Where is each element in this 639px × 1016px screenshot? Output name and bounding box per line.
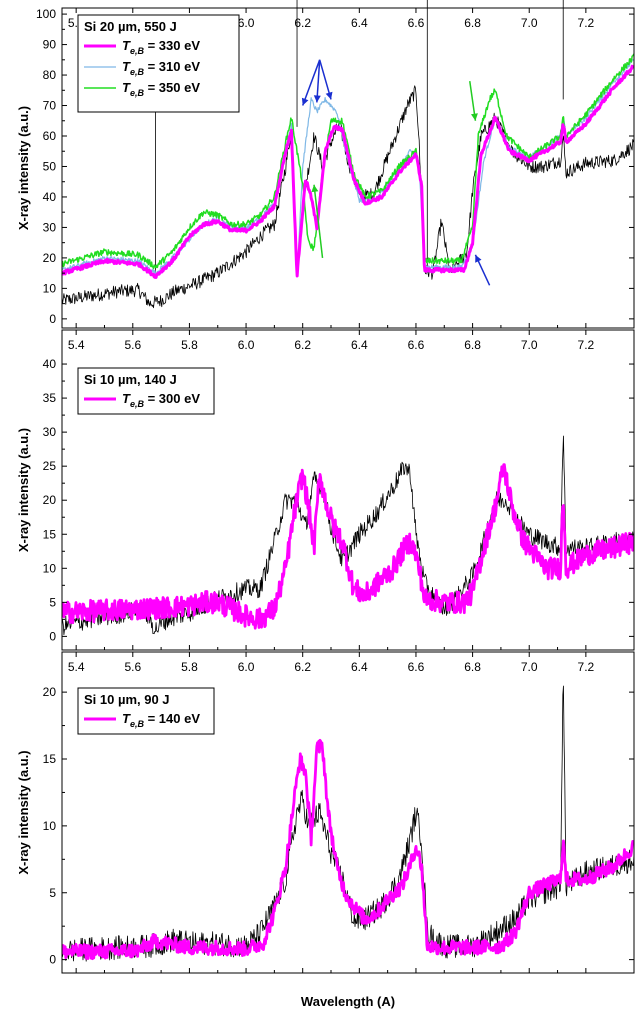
panel-2: 0 5 10 15 20 25 30 35 40 5.4 5.6 5.8 6.0 6.2 6.4 6.6 6.8… — [16, 329, 635, 651]
data-layer — [62, 435, 634, 636]
x-tick-label: 6.6 — [408, 660, 425, 674]
y-tick-label: 5 — [49, 595, 56, 609]
model-series — [62, 738, 634, 961]
y-axis-title: X-ray intensity (a.u.) — [16, 750, 31, 874]
x-tick-label: 7.0 — [521, 660, 538, 674]
experiment-series — [62, 435, 634, 636]
x-tick-label: 5.4 — [68, 338, 85, 352]
legend-box — [77, 367, 215, 415]
y-tick-label: 0 — [49, 629, 56, 643]
y-tick-label: 80 — [43, 68, 57, 82]
y-tick-label: 15 — [43, 527, 57, 541]
legend-entry: Te,B = 300 eV — [122, 391, 200, 409]
panels-layer: HeβLyαHeαKα01020304050607080901005.45.65… — [16, 0, 635, 974]
y-tick-label: 10 — [43, 281, 57, 295]
y-tick-label: 20 — [43, 685, 57, 699]
y-tick-label: 25 — [43, 459, 57, 473]
x-tick-label: 6.6 — [408, 338, 425, 352]
legend-entry: Te,B = 350 eV — [122, 80, 200, 98]
model-series — [62, 53, 634, 270]
legend-box — [77, 14, 240, 113]
panel-1: HeβLyαHeαKα01020304050607080901005.45.65… — [16, 0, 635, 329]
y-tick-label: 100 — [36, 7, 56, 21]
x-tick-label: 5.8 — [181, 338, 198, 352]
data-layer — [62, 53, 634, 309]
x-tick-label: 5.4 — [68, 660, 85, 674]
y-tick-label: 10 — [43, 819, 57, 833]
y-tick-label: 70 — [43, 99, 57, 113]
arrow-head — [475, 254, 482, 263]
data-layer — [62, 685, 634, 962]
plot-frame — [61, 329, 635, 651]
x-tick-label: 6.8 — [464, 16, 481, 30]
x-tick-label: 6.8 — [464, 338, 481, 352]
x-tick-label: 6.4 — [351, 16, 368, 30]
x-tick-label: 6.2 — [294, 338, 311, 352]
x-tick-label: 6.8 — [464, 660, 481, 674]
x-tick-label: 5.8 — [181, 660, 198, 674]
x-axis-title: Wavelength (A) — [301, 994, 395, 1009]
panel-3: 0 5 10 15 20 5.4 5.6 5.8 6.0 6.2 6.4 6.6 6.8 7.0 7.2 X-… — [16, 651, 635, 974]
x-tick-label: 7.2 — [578, 16, 595, 30]
legend-title: Si 10 µm, 90 J — [84, 692, 170, 707]
legend-title: Si 20 µm, 550 J — [84, 19, 177, 34]
y-tick-label: 40 — [43, 190, 57, 204]
annotation-arrow — [313, 184, 324, 258]
y-tick-label: 0 — [49, 953, 56, 967]
x-tick-label: 7.2 — [578, 660, 595, 674]
x-tick-label: 6.6 — [408, 16, 425, 30]
y-tick-label: 35 — [43, 391, 57, 405]
legend-box — [77, 687, 215, 735]
y-tick-label: 40 — [43, 357, 57, 371]
y-tick-label: 90 — [43, 38, 57, 52]
legend: Si 10 µm, 90 J Te,B = 140 eV — [77, 687, 215, 735]
legend-entry: Te,B = 310 eV — [122, 59, 200, 77]
legend: Si 20 µm, 550 J Te,B = 330 eV Te,B = 310 e… — [77, 14, 240, 113]
legend: Si 10 µm, 140 J Te,B = 300 eV — [77, 367, 215, 415]
x-tick-label: 7.2 — [578, 338, 595, 352]
legend-entry: Te,B = 330 eV — [122, 38, 200, 56]
experiment-series — [62, 85, 634, 309]
y-tick-label: 30 — [43, 220, 57, 234]
arrow-head — [311, 184, 319, 193]
x-tick-label: 7.0 — [521, 16, 538, 30]
x-tick-label: 6.2 — [294, 660, 311, 674]
y-tick-label: 15 — [43, 752, 57, 766]
arrow-head — [325, 91, 333, 100]
x-tick-label: 5.6 — [124, 660, 141, 674]
legend-title: Si 10 µm, 140 J — [84, 372, 177, 387]
model-series — [62, 64, 634, 279]
y-tick-label: 20 — [43, 251, 57, 265]
y-tick-label: 5 — [49, 886, 56, 900]
y-axis-title: X-ray intensity (a.u.) — [16, 106, 31, 230]
x-tick-label: 6.2 — [294, 16, 311, 30]
y-tick-label: 20 — [43, 493, 57, 507]
arrow-head — [471, 113, 478, 121]
y-axis-title: X-ray intensity (a.u.) — [16, 428, 31, 552]
x-tick-label: 6.4 — [351, 338, 368, 352]
annotation-arrow — [301, 59, 321, 106]
y-tick-label: 50 — [43, 159, 57, 173]
y-tick-label: 60 — [43, 129, 57, 143]
y-tick-label: 0 — [49, 312, 56, 326]
legend-entry: Te,B = 140 eV — [122, 711, 200, 729]
x-tick-label: 6.0 — [238, 16, 255, 30]
x-tick-label: 6.0 — [238, 338, 255, 352]
plot-frame — [61, 7, 635, 329]
x-tick-label: 5.6 — [124, 338, 141, 352]
model-series — [62, 463, 634, 630]
y-tick-label: 10 — [43, 561, 57, 575]
arrow-head — [313, 95, 321, 103]
arrow-head — [301, 97, 309, 106]
x-tick-label: 6.0 — [238, 660, 255, 674]
x-tick-label: 6.4 — [351, 660, 368, 674]
annotation-arrow — [316, 59, 321, 103]
plot-frame — [61, 651, 635, 974]
x-tick-label: 7.0 — [521, 338, 538, 352]
y-tick-label: 30 — [43, 425, 57, 439]
